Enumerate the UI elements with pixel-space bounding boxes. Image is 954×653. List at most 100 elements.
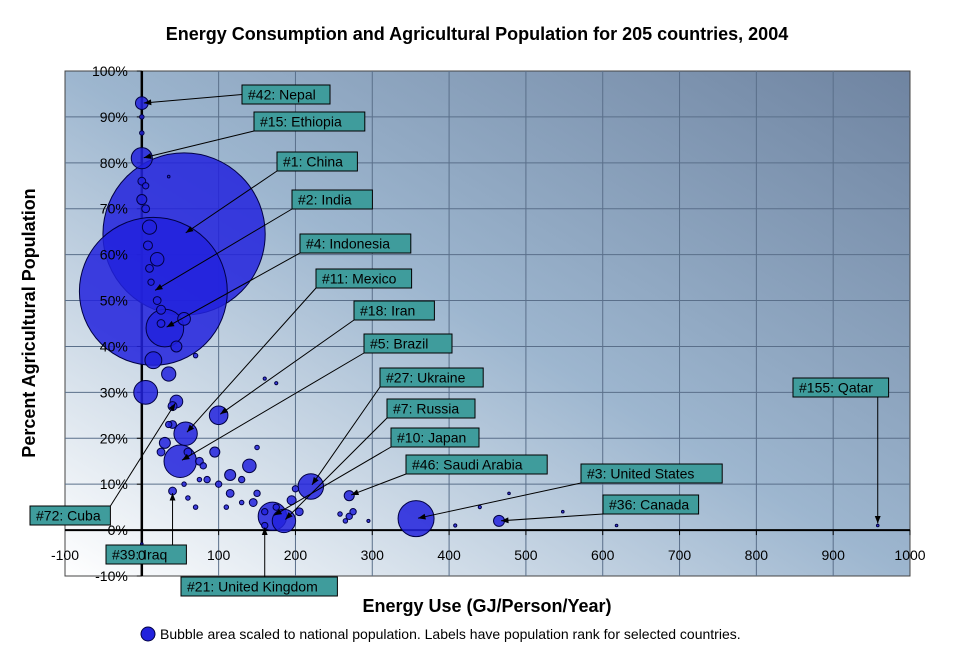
x-tick-label: 500 bbox=[514, 547, 538, 563]
bubble-point bbox=[343, 490, 355, 502]
callout-leader-line bbox=[219, 319, 355, 415]
bubble-point bbox=[223, 504, 230, 510]
callout-label: #155: Qatar bbox=[792, 377, 890, 524]
y-tick-label: 70% bbox=[100, 201, 128, 217]
bubble-point bbox=[254, 444, 260, 451]
callout-arrowhead bbox=[220, 407, 229, 415]
bubble-point bbox=[156, 304, 167, 315]
bubble-point bbox=[133, 379, 159, 405]
y-tick-label: 80% bbox=[100, 155, 128, 171]
bubble-point bbox=[274, 381, 279, 386]
callout-arrowhead bbox=[351, 489, 360, 496]
bubble-point bbox=[262, 376, 267, 381]
x-tick-label: 400 bbox=[437, 547, 461, 563]
callout-arrowhead bbox=[261, 527, 268, 535]
callout-text: #1: China bbox=[283, 154, 343, 170]
y-axis-title: Percent Agricultural Population bbox=[19, 188, 39, 457]
callout-arrowhead bbox=[143, 99, 152, 106]
callout-leader-line bbox=[109, 402, 176, 507]
bubble-point bbox=[170, 340, 183, 353]
bubble-point bbox=[158, 436, 171, 449]
bubble-point bbox=[366, 518, 371, 524]
bubble-point bbox=[165, 420, 173, 429]
callout-box bbox=[379, 367, 484, 388]
callout-arrowhead bbox=[274, 509, 283, 516]
x-tick-label: 100 bbox=[207, 547, 231, 563]
callout-text: #10: Japan bbox=[397, 430, 466, 446]
callout-arrowhead bbox=[155, 284, 163, 291]
callout-arrowhead bbox=[418, 513, 426, 520]
bubble-point bbox=[560, 509, 565, 514]
callout-leader-line bbox=[181, 352, 365, 461]
callout-arrowhead bbox=[501, 517, 509, 524]
callout-arrowhead bbox=[168, 403, 176, 412]
bubble-point bbox=[248, 498, 258, 507]
callout-box bbox=[276, 151, 358, 172]
callout-label: #3: United States bbox=[417, 463, 723, 520]
bubble-point bbox=[507, 491, 511, 496]
bubble-point bbox=[192, 352, 199, 359]
callout-box bbox=[353, 300, 435, 321]
callout-text: #4: Indonesia bbox=[306, 236, 390, 252]
callout-label: #39: Iraq bbox=[105, 493, 187, 565]
callout-label: #4: Indonesia bbox=[166, 233, 412, 328]
callout-text: #2: India bbox=[298, 192, 352, 208]
y-tick-label: 20% bbox=[100, 430, 128, 446]
callout-arrowhead bbox=[166, 320, 175, 328]
bubble-point bbox=[156, 319, 166, 328]
bubble-point bbox=[141, 204, 151, 214]
callout-text: #27: Ukraine bbox=[386, 370, 466, 386]
bubble-point bbox=[181, 481, 187, 487]
x-tick-label: -100 bbox=[51, 547, 79, 563]
callout-label: #1: China bbox=[185, 151, 358, 234]
bubble-point bbox=[224, 468, 237, 482]
callout-leader-line bbox=[284, 417, 388, 520]
bubble-point bbox=[875, 523, 880, 528]
callout-text: #155: Qatar bbox=[799, 380, 873, 396]
bubble-point bbox=[149, 251, 165, 267]
bubble-point bbox=[192, 504, 199, 510]
callout-text: #46: Saudi Arabia bbox=[412, 457, 523, 473]
x-tick-label: 600 bbox=[591, 547, 615, 563]
bubble-point bbox=[242, 458, 257, 474]
bubble-point bbox=[156, 447, 166, 457]
callout-text: #7: Russia bbox=[393, 401, 459, 417]
callout-label: #10: Japan bbox=[273, 427, 480, 516]
callout-box bbox=[792, 377, 890, 398]
callout-arrowhead bbox=[186, 424, 195, 433]
x-tick-label: 700 bbox=[668, 547, 692, 563]
bubble-point bbox=[161, 366, 177, 382]
x-tick-label: 1000 bbox=[894, 547, 925, 563]
bubbles bbox=[78, 96, 880, 546]
callout-box bbox=[253, 111, 366, 132]
y-tick-label: 30% bbox=[100, 384, 128, 400]
callout-text: #39: Iraq bbox=[112, 547, 167, 563]
bubble-point bbox=[152, 296, 162, 305]
callout-box bbox=[315, 268, 413, 289]
bubble-point bbox=[477, 505, 482, 510]
bubble-point bbox=[199, 462, 207, 470]
x-tick-label: 300 bbox=[361, 547, 385, 563]
callout-text: #18: Iran bbox=[360, 303, 415, 319]
bubble-point bbox=[453, 523, 458, 528]
bubble-point bbox=[349, 508, 357, 516]
bubble-point bbox=[185, 495, 191, 501]
x-tick-label: 800 bbox=[745, 547, 769, 563]
callout-label: #21: United Kingdom bbox=[180, 527, 338, 597]
bubble-point bbox=[196, 476, 203, 483]
callout-box bbox=[386, 398, 476, 419]
bubble-point bbox=[142, 240, 153, 251]
bubble-point bbox=[261, 508, 269, 516]
x-axis-title: Energy Use (GJ/Person/Year) bbox=[362, 596, 611, 616]
callout-text: #15: Ethiopia bbox=[260, 114, 342, 130]
bubble-point bbox=[173, 421, 198, 446]
bubble-point bbox=[253, 489, 261, 498]
legend-text: Bubble area scaled to national populatio… bbox=[160, 626, 741, 642]
callout-leader-line bbox=[154, 208, 293, 291]
callout-leader-line bbox=[350, 473, 407, 496]
bubble-point bbox=[294, 507, 304, 517]
bubble-point bbox=[214, 480, 223, 488]
callout-text: #72: Cuba bbox=[36, 508, 101, 524]
y-tick-label: 90% bbox=[100, 109, 128, 125]
